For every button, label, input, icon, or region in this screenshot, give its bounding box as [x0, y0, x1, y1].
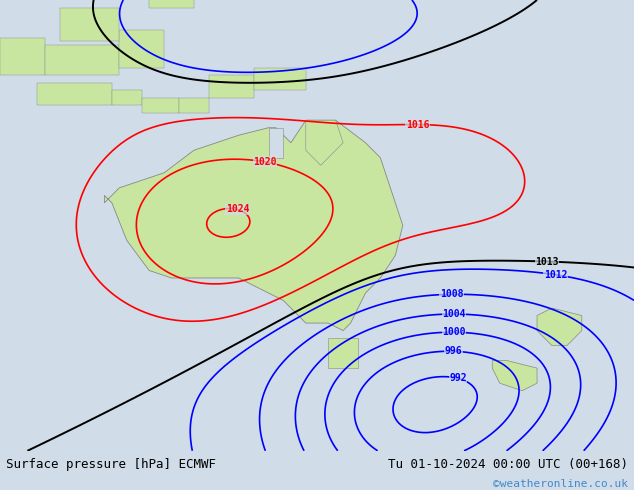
- Text: 996: 996: [445, 346, 463, 356]
- Text: Surface pressure [hPa] ECMWF: Surface pressure [hPa] ECMWF: [6, 458, 216, 471]
- Text: ©weatheronline.co.uk: ©weatheronline.co.uk: [493, 479, 628, 489]
- Polygon shape: [269, 128, 283, 158]
- Text: Tu 01-10-2024 00:00 UTC (00+168): Tu 01-10-2024 00:00 UTC (00+168): [387, 458, 628, 471]
- Text: 1004: 1004: [442, 309, 465, 319]
- Polygon shape: [142, 98, 179, 113]
- Text: 1008: 1008: [440, 289, 463, 299]
- Polygon shape: [112, 90, 142, 105]
- Polygon shape: [45, 45, 119, 75]
- Polygon shape: [306, 120, 343, 165]
- Polygon shape: [119, 30, 164, 68]
- Text: 992: 992: [450, 373, 467, 383]
- Polygon shape: [37, 83, 112, 105]
- Text: 1020: 1020: [254, 157, 277, 167]
- Polygon shape: [149, 0, 194, 7]
- Polygon shape: [179, 98, 209, 113]
- Polygon shape: [0, 38, 45, 75]
- Polygon shape: [254, 68, 306, 90]
- Polygon shape: [328, 338, 358, 368]
- Text: 1024: 1024: [226, 204, 249, 215]
- Text: 1012: 1012: [544, 270, 567, 280]
- Polygon shape: [105, 120, 403, 331]
- Text: 1000: 1000: [442, 327, 465, 337]
- Polygon shape: [209, 75, 254, 98]
- Text: 1013: 1013: [535, 257, 559, 267]
- Polygon shape: [492, 361, 537, 391]
- Polygon shape: [537, 308, 582, 345]
- Text: 1016: 1016: [406, 120, 429, 129]
- Polygon shape: [60, 7, 119, 41]
